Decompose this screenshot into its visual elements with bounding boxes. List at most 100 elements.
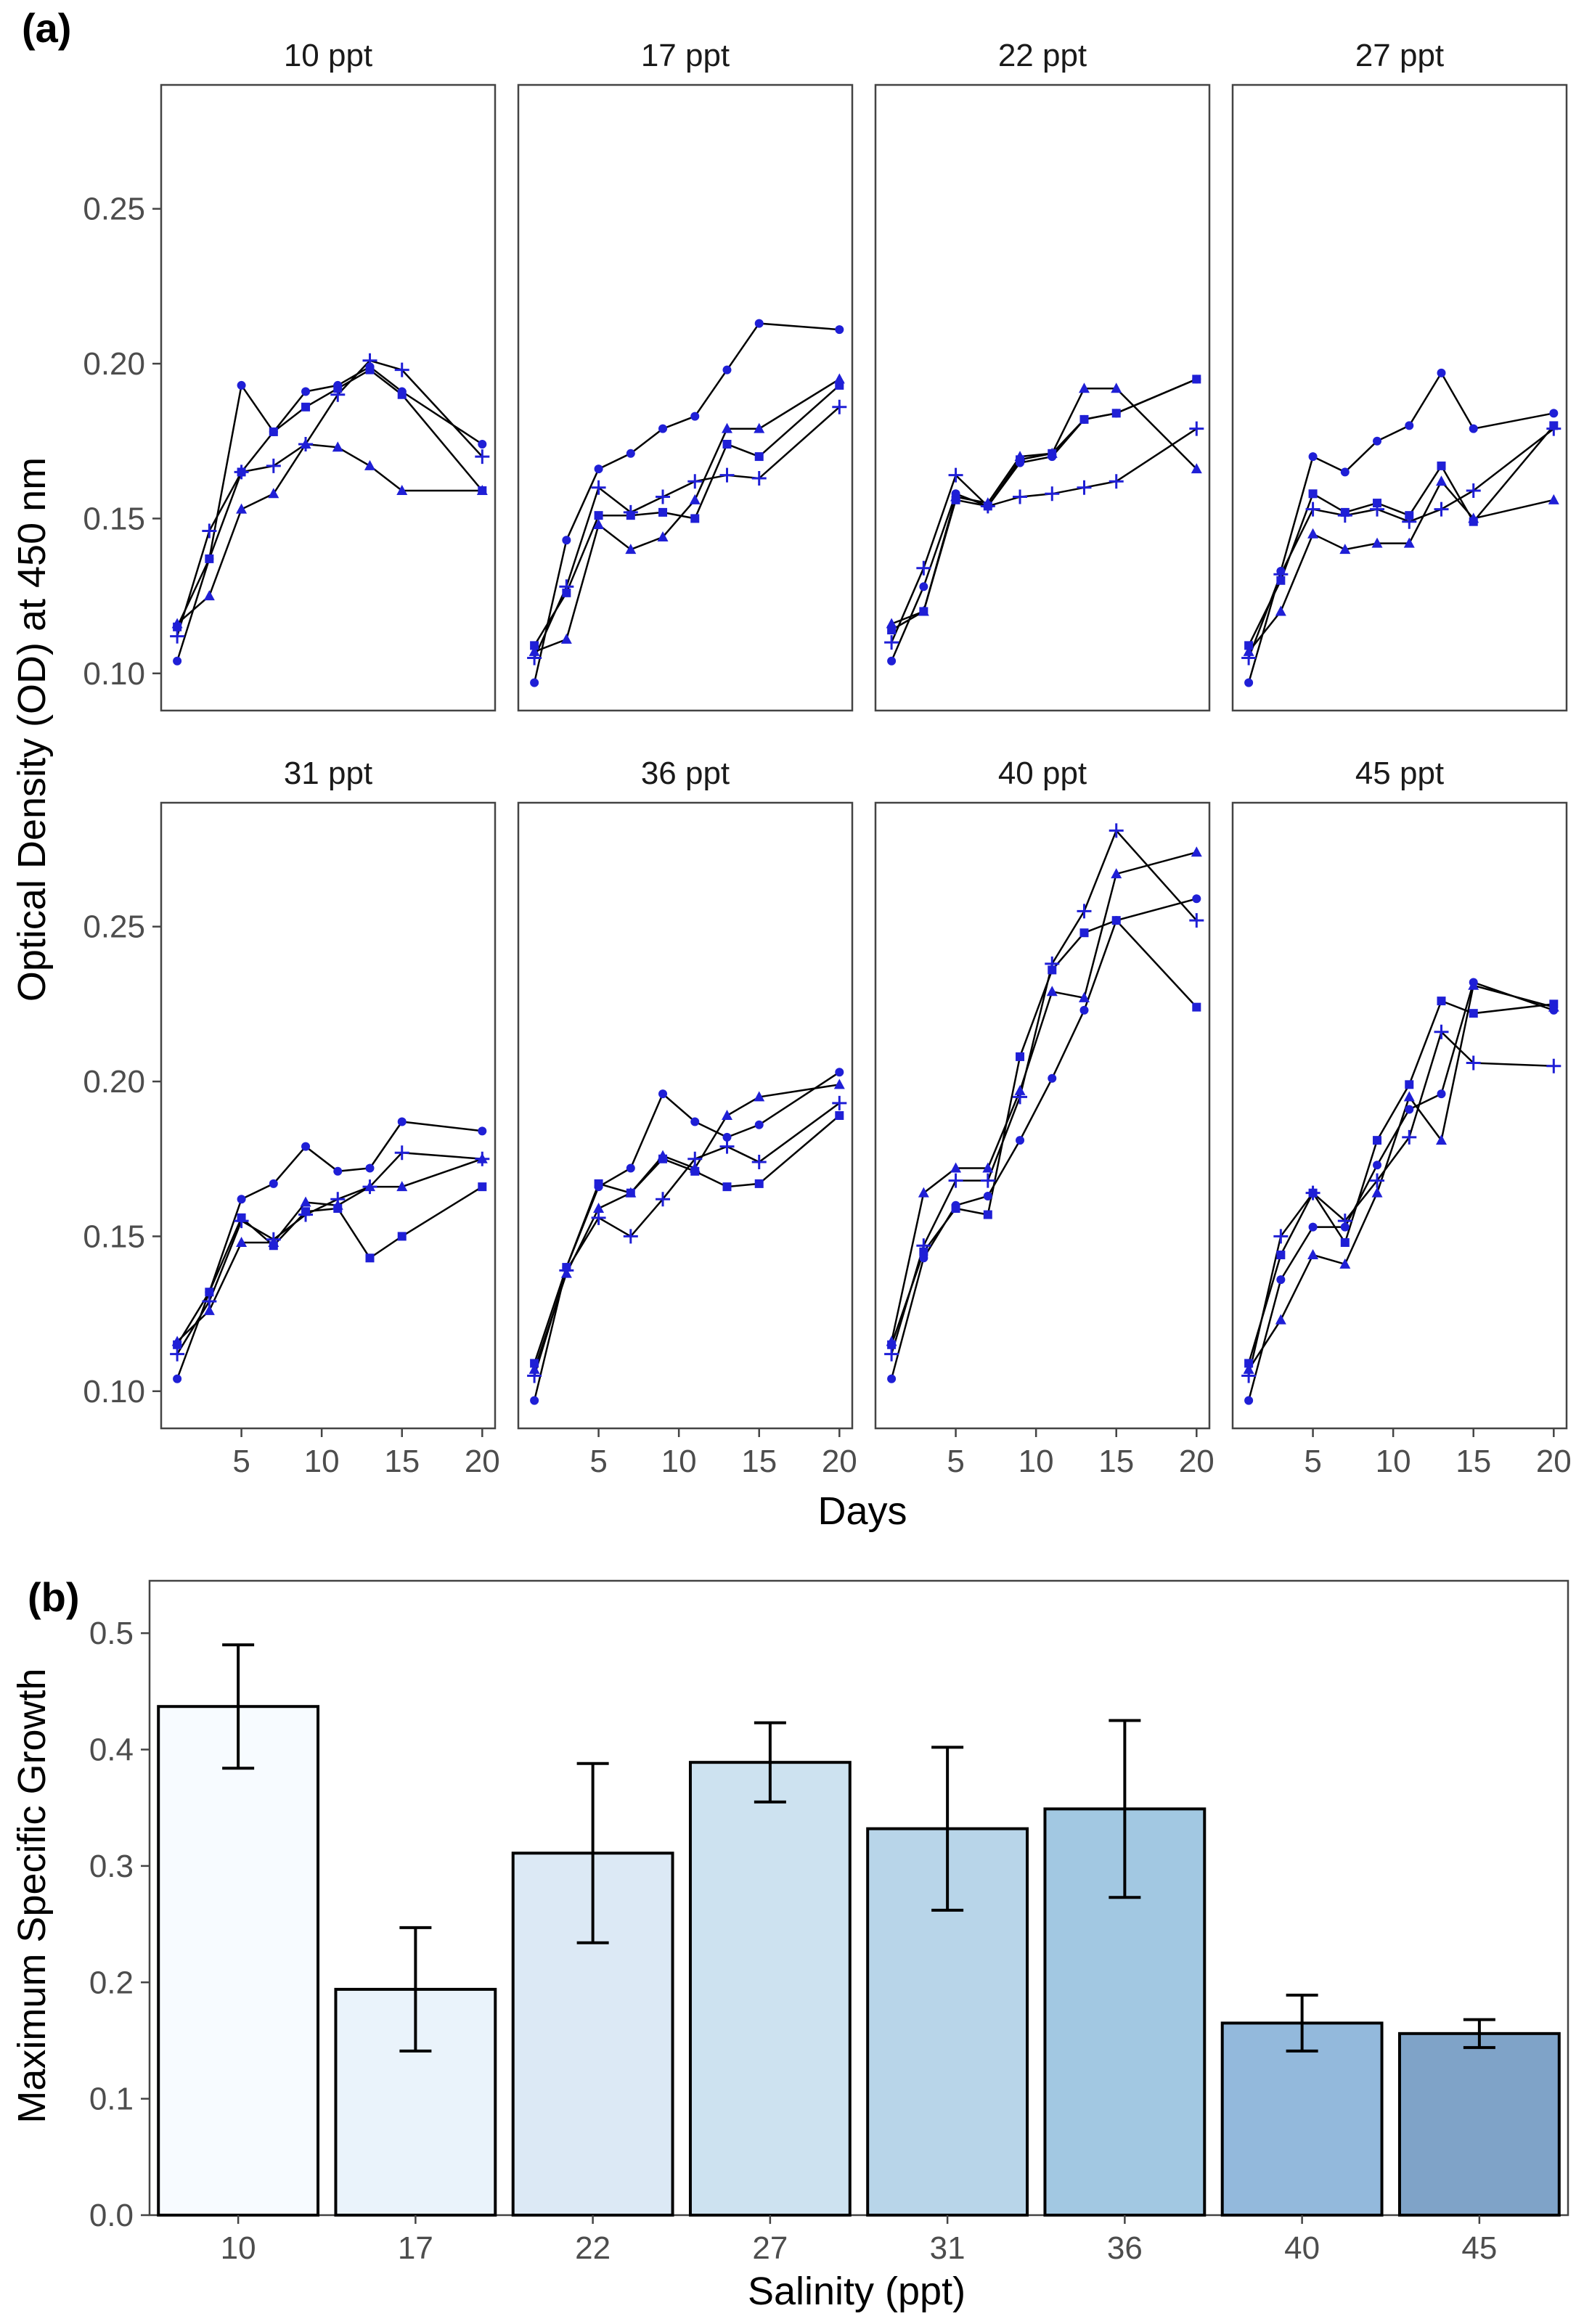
data-point-triangle <box>1046 447 1058 458</box>
data-point-square <box>1192 1002 1201 1012</box>
facet-panel: 27 ppt <box>1231 38 1568 712</box>
data-point-triangle <box>1339 544 1351 555</box>
x-tick-label: 45 <box>1461 2230 1497 2266</box>
y-tick-label: 0.5 <box>89 1616 134 1651</box>
data-point-triangle <box>625 1187 637 1198</box>
data-point-circle <box>397 1117 407 1126</box>
data-point-plus <box>1337 508 1352 523</box>
data-point-plus <box>1189 421 1204 436</box>
data-point-plus <box>1045 486 1060 502</box>
data-point-plus <box>980 499 995 514</box>
data-point-square <box>1244 641 1254 650</box>
data-point-circle <box>1048 1073 1057 1083</box>
data-point-plus <box>234 1214 249 1229</box>
data-point-circle <box>919 582 928 592</box>
data-point-triangle <box>396 1181 408 1192</box>
data-point-triangle <box>1403 1091 1415 1102</box>
data-point-plus <box>1109 474 1124 489</box>
data-point-square <box>205 1288 214 1297</box>
data-point-plus <box>1402 1129 1417 1145</box>
error-bar <box>1286 1993 1318 2053</box>
data-point-circle <box>690 412 700 421</box>
facet-frame <box>517 83 854 712</box>
x-tick-label: 31 <box>930 2230 965 2266</box>
data-point-circle <box>1549 409 1559 418</box>
data-point-plus <box>475 449 490 465</box>
data-point-plus <box>234 465 249 480</box>
y-tick-label: 0.25 <box>83 909 145 945</box>
data-point-square <box>1111 916 1121 925</box>
facet-frame <box>160 801 497 1430</box>
panel-a-y-axis-title: Optical Density (OD) at 450 nm <box>10 457 54 1002</box>
facet-strip-label: 17 ppt <box>641 38 730 73</box>
data-point-plus <box>948 467 963 483</box>
data-point-plus <box>559 579 574 594</box>
x-tick-label: 27 <box>752 2230 788 2266</box>
bar-salinity-27 <box>688 1761 852 2217</box>
data-point-square <box>1079 928 1089 938</box>
x-tick-label: 5 <box>589 1444 607 1479</box>
facet-panel: 36 ppt 5 10 15 20 <box>517 756 857 1479</box>
data-point-triangle <box>1275 605 1286 616</box>
data-point-triangle <box>1275 1314 1286 1325</box>
data-point-plus <box>1370 502 1385 517</box>
x-tick-label: 15 <box>741 1444 777 1479</box>
data-point-plus <box>656 1192 671 1207</box>
data-point-triangle <box>1339 1258 1351 1269</box>
data-point-triangle <box>1371 1187 1383 1198</box>
data-point-square <box>205 554 214 563</box>
y-tick-label: 0.1 <box>89 2082 134 2117</box>
data-point-plus <box>527 1368 542 1383</box>
data-point-circle <box>1016 1136 1025 1145</box>
facet-strip-label: 22 ppt <box>998 38 1087 73</box>
data-point-circle <box>658 1089 668 1099</box>
data-point-plus <box>1013 489 1028 504</box>
data-point-plus <box>884 1346 899 1362</box>
data-point-plus <box>591 480 606 495</box>
data-point-square <box>1405 1080 1414 1089</box>
data-point-plus <box>719 1139 735 1154</box>
data-point-plus <box>330 387 346 402</box>
data-point-plus <box>916 560 931 576</box>
data-point-triangle <box>722 422 732 433</box>
y-tick-label: 0.4 <box>89 1732 134 1768</box>
data-point-plus <box>948 1173 963 1188</box>
data-point-circle <box>1079 1005 1089 1015</box>
data-point-plus <box>1434 502 1449 517</box>
data-point-square <box>1192 375 1201 384</box>
data-point-circle <box>1308 1222 1318 1232</box>
data-point-circle <box>887 1374 897 1383</box>
data-point-circle <box>754 1120 764 1129</box>
x-tick-label: 15 <box>384 1444 420 1479</box>
data-point-circle <box>365 1163 375 1173</box>
data-point-triangle <box>754 422 765 433</box>
data-point-circle <box>530 1396 539 1405</box>
facet-frame <box>1231 83 1568 712</box>
data-point-square <box>754 1179 764 1188</box>
facet-panel: 10 ppt 0.10 0.15 0.20 0.25 <box>83 38 497 712</box>
x-tick-label: 17 <box>398 2230 433 2266</box>
x-tick-label: 40 <box>1284 2230 1320 2266</box>
data-point-plus <box>1077 480 1092 495</box>
facet-panel: 40 ppt 5 10 15 20 <box>874 756 1214 1479</box>
x-tick-label: 20 <box>1536 1444 1572 1479</box>
data-point-triangle <box>1403 537 1415 548</box>
y-tick-label: 0.20 <box>83 346 145 382</box>
y-tick-label: 0.2 <box>89 1965 134 2000</box>
data-point-plus <box>623 504 638 520</box>
data-point-plus <box>202 523 217 539</box>
facet-strip-label: 10 ppt <box>284 38 372 73</box>
data-point-circle <box>237 1195 246 1204</box>
y-tick-label: 0.0 <box>89 2198 134 2233</box>
data-point-square <box>397 1232 407 1241</box>
data-point-plus <box>687 474 703 489</box>
data-point-circle <box>1192 894 1201 904</box>
data-point-plus <box>751 1155 767 1170</box>
data-point-circle <box>333 1166 343 1176</box>
data-point-plus <box>591 1210 606 1225</box>
data-point-triangle <box>833 373 845 384</box>
facet-frame <box>517 801 854 1430</box>
data-point-square <box>690 514 700 523</box>
x-tick-label: 20 <box>465 1444 500 1479</box>
data-point-circle <box>835 1068 844 1077</box>
